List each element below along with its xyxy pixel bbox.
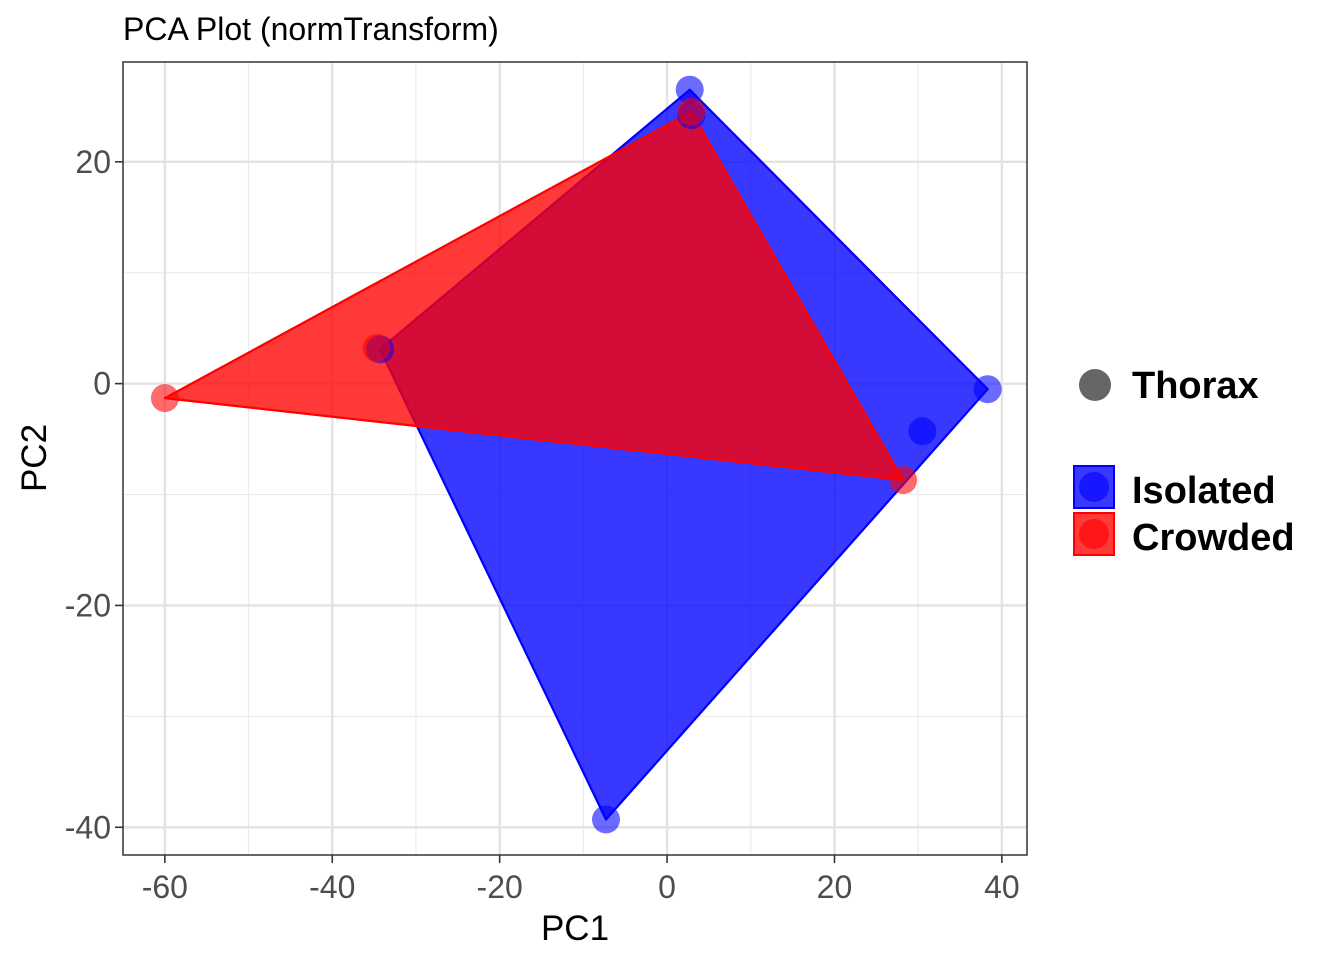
- hull-crowded: [163, 110, 905, 482]
- panel-border: [122, 61, 1028, 856]
- plot-panel: [122, 61, 1028, 856]
- point-crowded: [150, 384, 179, 413]
- x-tick-label: -20: [477, 869, 523, 905]
- y-tick-label: -40: [65, 809, 111, 845]
- shape-legend-label: Thorax: [1132, 365, 1259, 407]
- x-tick-label: 0: [658, 869, 676, 905]
- y-axis-title: PC2: [15, 424, 54, 492]
- x-tick-label: 40: [984, 869, 1020, 905]
- point-isolated: [592, 805, 620, 834]
- legend-label-isolated: Isolated: [1132, 470, 1276, 512]
- legend-dot-isolated: [1079, 472, 1109, 502]
- point-crowded: [889, 466, 918, 495]
- y-axis-ticks: -40 -20 0 20: [65, 144, 123, 845]
- y-tick-label: 20: [75, 144, 111, 180]
- x-tick-label: -60: [142, 869, 188, 905]
- data-points: [150, 75, 1002, 834]
- chart-title: PCA Plot (normTransform): [123, 11, 499, 47]
- legend-dot-crowded: [1079, 519, 1109, 549]
- x-axis-ticks: -60 -40 -20 0 20 40: [142, 855, 1020, 905]
- shape-legend-key: [1079, 369, 1111, 401]
- point-crowded: [362, 334, 391, 363]
- y-tick-label: -20: [65, 587, 111, 623]
- y-tick-label: 0: [93, 366, 111, 402]
- point-crowded: [677, 97, 706, 126]
- x-axis-title: PC1: [541, 909, 609, 948]
- x-tick-label: 20: [817, 869, 853, 905]
- shape-legend: Thorax: [1079, 365, 1259, 407]
- legend-label-crowded: Crowded: [1132, 517, 1295, 559]
- point-isolated: [973, 375, 1002, 404]
- x-tick-label: -40: [309, 869, 355, 905]
- point-isolated: [908, 417, 937, 446]
- color-legend: Isolated Crowded: [1073, 465, 1295, 559]
- point-isolated: [675, 75, 704, 104]
